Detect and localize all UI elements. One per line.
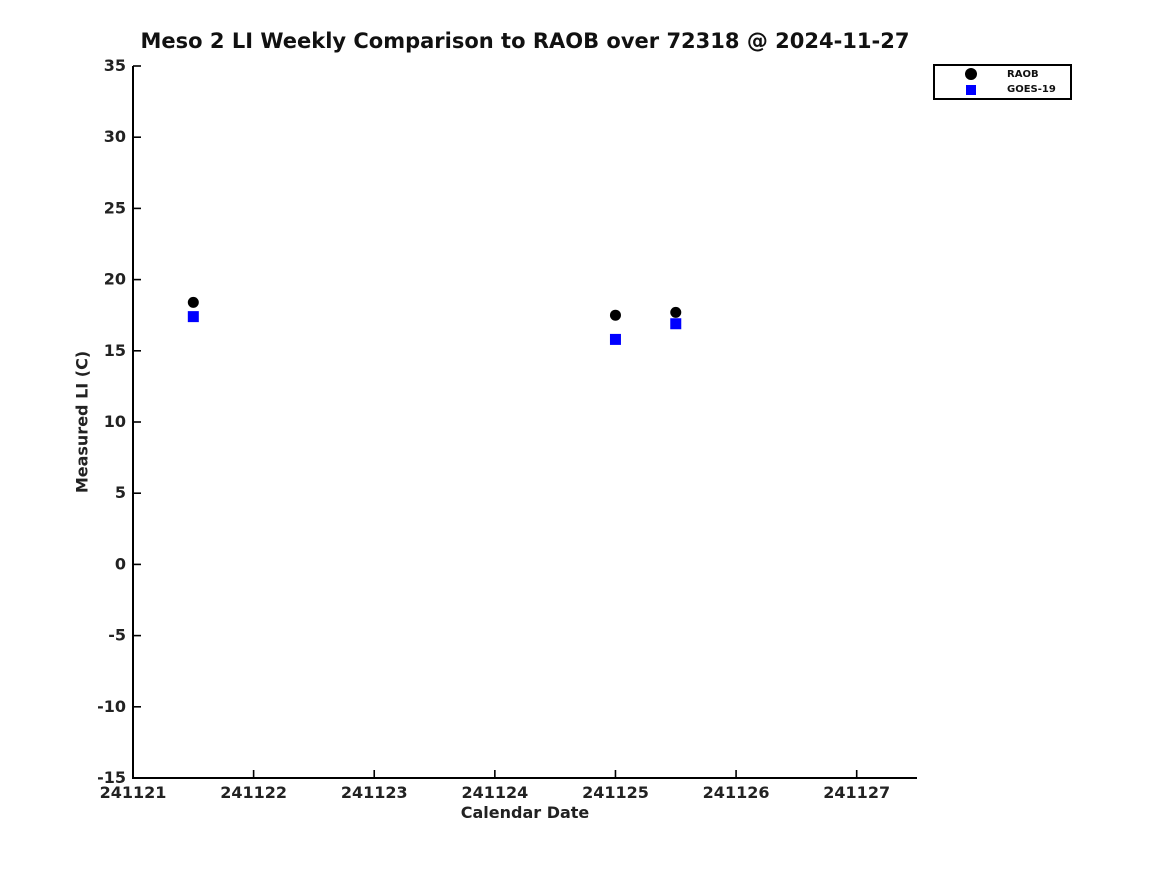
legend-row-raob: RAOB [935, 67, 1070, 82]
y-tick-label: 15 [104, 341, 126, 360]
raob-point [670, 306, 682, 318]
legend-label-raob: RAOB [1007, 68, 1039, 80]
y-axis-label: Measured LI (C) [72, 350, 92, 494]
x-tick-label: 241126 [703, 783, 770, 802]
y-tick-label: 20 [104, 270, 126, 289]
raob-point [609, 309, 621, 321]
chart-title: Meso 2 LI Weekly Comparison to RAOB over… [140, 29, 910, 53]
goes-19-point [609, 333, 621, 345]
goes-19-point [187, 311, 199, 323]
y-tick-label: -15 [97, 768, 126, 787]
legend-row-goes19: GOES-19 [935, 82, 1070, 97]
goes-19-point [670, 318, 682, 330]
y-tick-label: 35 [104, 56, 126, 75]
x-tick-label: 241123 [341, 783, 408, 802]
raob-circle-icon [965, 68, 977, 81]
legend-label-goes19: GOES-19 [1007, 84, 1056, 96]
raob-point [187, 296, 199, 308]
y-tick-label: -10 [97, 697, 126, 716]
x-axis-label: Calendar Date [460, 803, 590, 822]
y-tick-label: 5 [115, 483, 126, 502]
y-tick-label: 10 [104, 412, 126, 431]
y-tick-label: -5 [108, 626, 126, 645]
y-tick-label: 0 [115, 554, 126, 573]
x-tick-label: 241124 [461, 783, 528, 802]
y-tick-label: 30 [104, 127, 126, 146]
goes19-square-icon [966, 84, 976, 95]
x-tick-label: 241121 [100, 783, 167, 802]
x-tick-label: 241122 [220, 783, 287, 802]
x-tick-label: 241127 [823, 783, 890, 802]
legend: RAOB GOES-19 [933, 64, 1072, 100]
x-tick-label: 241125 [582, 783, 649, 802]
y-tick-label: 25 [104, 198, 126, 217]
